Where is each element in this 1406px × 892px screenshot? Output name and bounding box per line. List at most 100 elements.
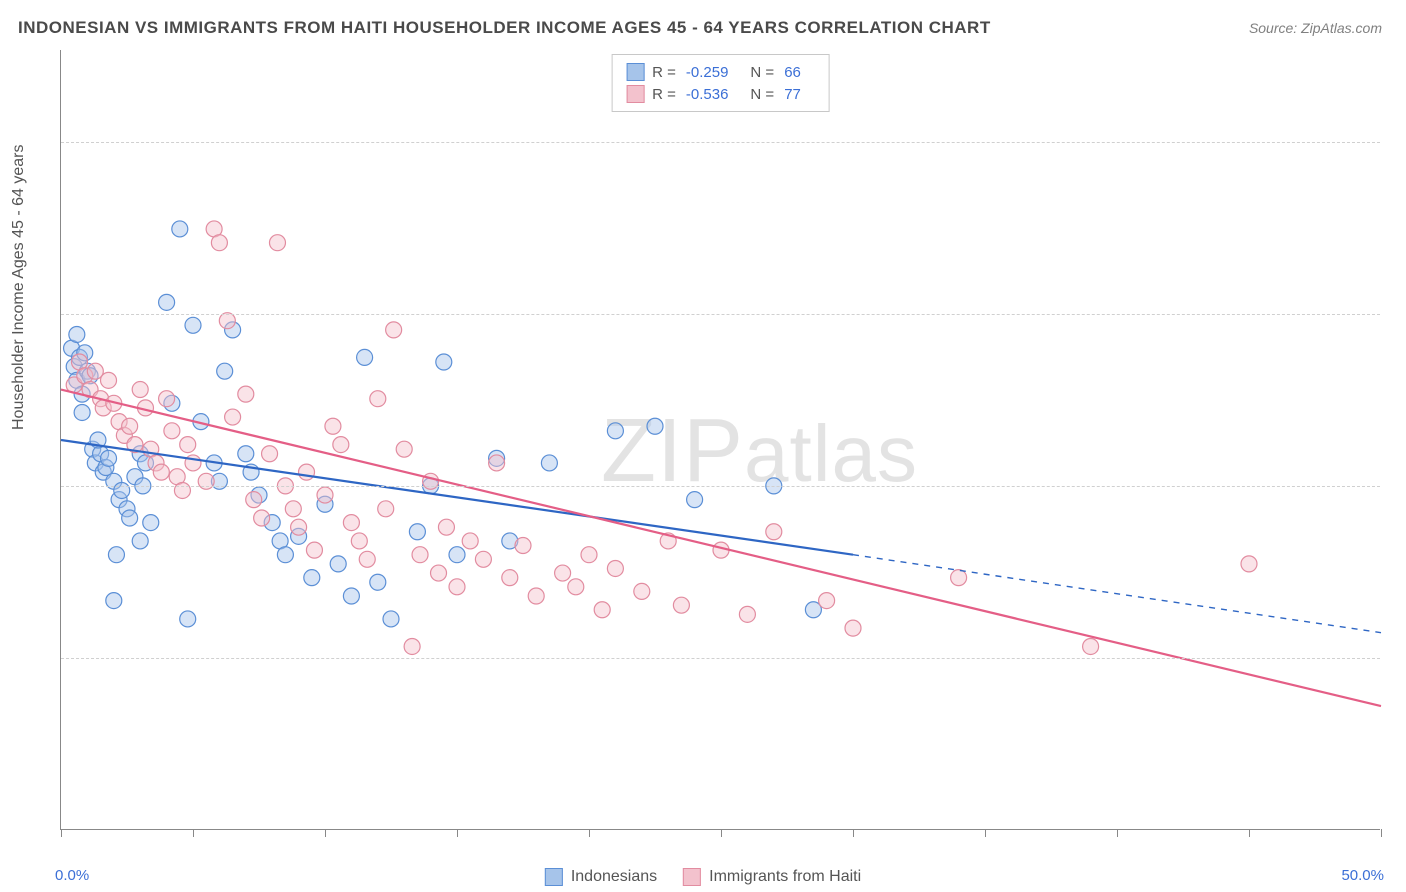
data-point (317, 487, 333, 503)
series-legend: Indonesians Immigrants from Haiti (545, 868, 861, 886)
gridline-h (61, 142, 1380, 143)
data-point (285, 501, 301, 517)
data-point (299, 464, 315, 480)
data-point (845, 620, 861, 636)
gridline-h (61, 314, 1380, 315)
data-point (555, 565, 571, 581)
data-point (489, 455, 505, 471)
data-point (101, 450, 117, 466)
data-point (594, 602, 610, 618)
legend-swatch (545, 868, 563, 886)
data-point (673, 597, 689, 613)
data-point (386, 322, 402, 338)
data-point (333, 437, 349, 453)
data-point (449, 579, 465, 595)
legend-swatch (626, 85, 644, 103)
x-tick (985, 829, 986, 837)
n-value: 77 (784, 86, 801, 103)
data-point (106, 593, 122, 609)
data-point (438, 519, 454, 535)
legend-swatch (683, 868, 701, 886)
x-tick (589, 829, 590, 837)
data-point (164, 423, 180, 439)
data-point (277, 547, 293, 563)
r-label: R = (652, 64, 676, 81)
data-point (541, 455, 557, 471)
data-point (409, 524, 425, 540)
data-point (219, 313, 235, 329)
data-point (436, 354, 452, 370)
data-point (74, 404, 90, 420)
legend-item: Immigrants from Haiti (683, 868, 861, 886)
correlation-legend: R = -0.259 N = 66 R = -0.536 N = 77 (611, 54, 830, 112)
r-value: -0.536 (686, 86, 729, 103)
y-tick-label: $150,000 (1390, 133, 1406, 150)
data-point (378, 501, 394, 517)
data-point (238, 446, 254, 462)
data-point (246, 492, 262, 508)
x-axis-min: 0.0% (55, 867, 89, 884)
chart-svg (61, 50, 1380, 829)
data-point (568, 579, 584, 595)
data-point (396, 441, 412, 457)
data-point (180, 437, 196, 453)
legend-label: Indonesians (571, 868, 657, 886)
data-point (370, 391, 386, 407)
data-point (254, 510, 270, 526)
data-point (766, 524, 782, 540)
data-point (238, 386, 254, 402)
data-point (304, 570, 320, 586)
x-tick (1381, 829, 1382, 837)
r-label: R = (652, 86, 676, 103)
x-tick (721, 829, 722, 837)
data-point (475, 551, 491, 567)
data-point (330, 556, 346, 572)
data-point (101, 372, 117, 388)
legend-stat-row: R = -0.536 N = 77 (626, 83, 815, 105)
data-point (739, 606, 755, 622)
data-point (687, 492, 703, 508)
data-point (502, 570, 518, 586)
y-tick-label: $112,500 (1390, 305, 1406, 322)
x-tick (1249, 829, 1250, 837)
gridline-h (61, 658, 1380, 659)
x-tick (193, 829, 194, 837)
r-value: -0.259 (686, 64, 729, 81)
data-point (217, 363, 233, 379)
data-point (607, 423, 623, 439)
data-point (1083, 638, 1099, 654)
data-point (515, 538, 531, 554)
data-point (69, 326, 85, 342)
data-point (370, 574, 386, 590)
data-point (423, 473, 439, 489)
data-point (431, 565, 447, 581)
data-point (351, 533, 367, 549)
x-tick (325, 829, 326, 837)
n-value: 66 (784, 64, 801, 81)
x-tick (853, 829, 854, 837)
n-label: N = (750, 86, 774, 103)
data-point (172, 221, 188, 237)
data-point (225, 409, 241, 425)
data-point (325, 418, 341, 434)
data-point (143, 515, 159, 531)
data-point (359, 551, 375, 567)
y-axis-label: Householder Income Ages 45 - 64 years (10, 145, 28, 431)
data-point (951, 570, 967, 586)
data-point (108, 547, 124, 563)
data-point (607, 560, 623, 576)
data-point (159, 294, 175, 310)
data-point (132, 533, 148, 549)
data-point (819, 593, 835, 609)
trend-line-extrapolated (853, 555, 1381, 633)
legend-swatch (626, 63, 644, 81)
y-tick-label: $75,000 (1390, 477, 1406, 494)
x-tick (457, 829, 458, 837)
data-point (291, 519, 307, 535)
y-tick-label: $37,500 (1390, 649, 1406, 666)
data-point (180, 611, 196, 627)
data-point (412, 547, 428, 563)
data-point (153, 464, 169, 480)
data-point (174, 482, 190, 498)
data-point (581, 547, 597, 563)
